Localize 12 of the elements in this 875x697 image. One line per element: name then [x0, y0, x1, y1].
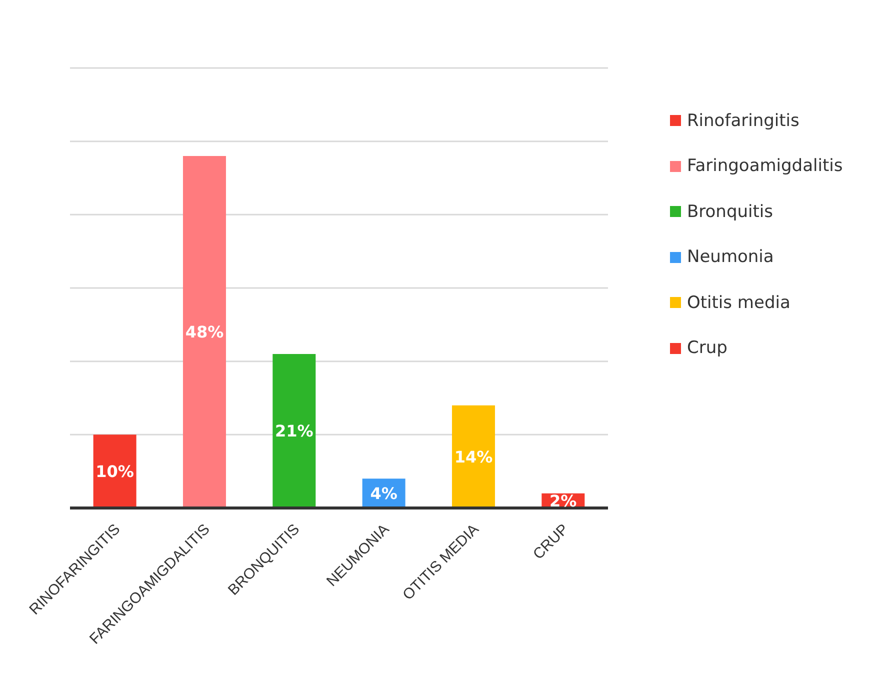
legend-label: Faringoamigdalitis [687, 156, 843, 176]
legend-label: Rinofaringitis [687, 110, 800, 131]
data-label: 10% [96, 462, 134, 482]
data-label: 14% [454, 447, 493, 466]
legend-label: Crup [687, 338, 728, 358]
data-label: 21% [275, 422, 314, 441]
data-label: 4% [370, 484, 398, 504]
legend-label: Otitis media [687, 292, 790, 313]
legend-label: Neumonia [687, 247, 774, 268]
data-label: 48% [185, 322, 224, 342]
legend-label: Bronquitis [687, 202, 773, 222]
data-label: 2% [550, 491, 577, 510]
